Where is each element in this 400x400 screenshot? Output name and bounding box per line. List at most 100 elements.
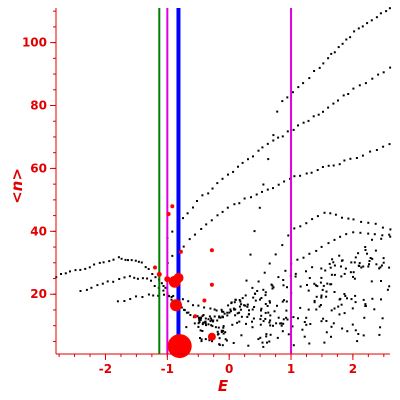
vertical-lines [158,8,293,354]
data-point [322,317,325,320]
data-point [361,154,364,157]
data-point [293,175,296,178]
data-point [307,289,310,292]
data-point [239,300,242,303]
data-point [197,322,200,325]
data-point [212,320,214,323]
data-point [271,287,274,290]
data-point [144,266,147,269]
data-point [257,149,260,152]
data-point [299,174,302,177]
data-point [141,277,144,280]
data-point [101,282,104,285]
data-point [292,316,295,319]
data-point [338,163,341,166]
data-point [308,277,311,279]
data-points [55,7,392,348]
data-point [213,315,216,318]
data-point [380,280,382,282]
red-marker [209,248,214,253]
data-point [210,324,213,327]
data-point [344,295,347,297]
data-point [286,286,288,289]
data-point [232,342,235,344]
data-point [232,170,235,173]
data-point [221,344,224,347]
data-point [170,298,173,301]
data-point [330,273,333,276]
data-point [209,307,212,310]
data-point [342,94,345,97]
data-point [183,308,185,311]
data-point [379,266,382,269]
data-point [241,161,244,164]
data-point [358,84,361,87]
data-point [321,288,324,291]
data-point [157,294,160,297]
data-point [346,330,349,333]
data-point [224,338,227,341]
data-point [272,286,275,289]
data-point [345,38,348,41]
data-point [227,304,230,307]
data-point [251,308,254,311]
data-point [340,265,342,268]
data-point [187,311,190,314]
data-point [375,16,378,19]
data-point [303,321,306,323]
data-point [330,283,333,286]
data-point [257,280,260,283]
data-point [265,335,268,338]
data-point [243,197,246,200]
data-point [220,308,223,311]
data-point [238,299,241,301]
data-point [258,206,261,209]
data-point [228,311,231,314]
data-point [382,145,385,148]
data-point [69,270,71,273]
data-point [247,344,250,347]
data-point [199,316,202,319]
data-point [187,300,190,303]
data-point [108,260,111,263]
data-point [196,315,199,318]
data-point [201,330,204,332]
data-point [368,263,370,266]
data-point [286,96,289,99]
data-point [141,296,144,298]
data-point [332,164,335,167]
red-marker [202,298,207,303]
data-point [127,259,129,262]
x-tick-label: 0 [225,362,233,376]
y-tick-label: 100 [22,36,47,50]
data-point [349,36,352,39]
data-point [357,252,360,255]
data-point [330,335,332,338]
data-point [112,258,115,261]
data-point [381,317,384,320]
data-point [314,284,317,287]
data-point [309,323,312,325]
data-point [222,329,225,332]
data-point [321,166,324,168]
data-point [269,301,271,304]
data-point [240,334,243,337]
data-point [222,332,225,335]
data-point [330,52,333,55]
data-point [308,342,311,345]
data-point [366,22,369,25]
data-point [379,326,382,329]
data-point [286,318,289,321]
data-point [292,344,295,347]
data-point [263,271,266,274]
data-point [163,293,165,296]
data-point [226,314,229,317]
data-point [285,309,288,312]
data-point [262,345,265,348]
data-point [129,298,132,300]
data-point [367,265,370,268]
data-point [302,256,305,259]
data-point [247,313,250,316]
data-point [134,259,137,262]
